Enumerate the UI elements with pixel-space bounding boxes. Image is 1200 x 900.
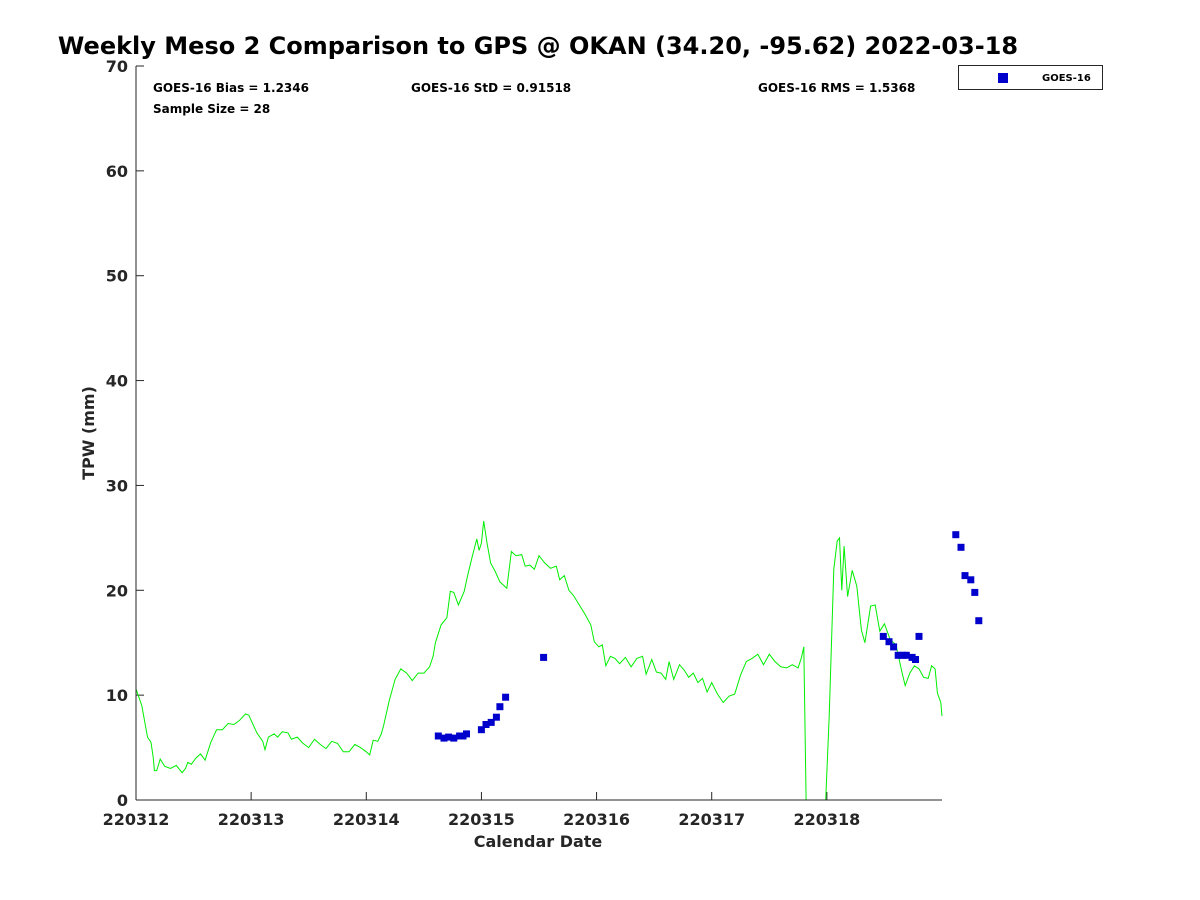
chart-title: Weekly Meso 2 Comparison to GPS @ OKAN (… <box>58 32 1018 60</box>
goes16-point <box>967 576 975 584</box>
x-tick-label: 220314 <box>333 810 400 829</box>
goes16-point <box>885 638 893 646</box>
goes16-point <box>492 713 500 721</box>
y-tick-label: 30 <box>106 476 128 495</box>
goes16-point <box>482 721 490 728</box>
bias-stat: GOES-16 Bias = 1.2346 <box>153 81 309 95</box>
y-tick-label: 40 <box>106 372 128 391</box>
x-tick-label: 220315 <box>448 810 515 829</box>
legend: GOES-16 <box>958 65 1103 90</box>
y-tick-label: 0 <box>117 791 128 810</box>
y-tick-label: 20 <box>106 581 128 600</box>
gps-tpw-line <box>135 521 943 801</box>
rms-stat: GOES-16 RMS = 1.5368 <box>758 81 915 95</box>
goes16-point <box>477 726 485 734</box>
y-tick-label: 60 <box>106 162 128 181</box>
y-tick-label: 10 <box>106 686 128 705</box>
goes16-point <box>434 732 442 740</box>
goes16-point <box>487 718 495 726</box>
legend-entry-goes16: GOES-16 <box>1042 73 1091 84</box>
x-tick-label: 220318 <box>793 810 860 829</box>
y-axis-label: TPW (mm) <box>79 386 98 480</box>
goes16-point <box>450 734 458 742</box>
x-axis-label: Calendar Date <box>474 832 603 851</box>
y-tick-label: 70 <box>106 57 128 76</box>
goes16-point <box>957 543 965 551</box>
goes16-point <box>440 734 448 742</box>
sample-size-stat: Sample Size = 28 <box>153 102 270 116</box>
std-stat: GOES-16 StD = 0.91518 <box>411 81 571 95</box>
goes16-point <box>496 703 504 711</box>
goes16-point <box>975 617 983 625</box>
goes16-point <box>894 651 902 659</box>
gps-line-series <box>135 521 943 801</box>
goes16-point <box>915 632 923 640</box>
goes16-point-series <box>434 531 983 742</box>
goes16-point <box>502 693 510 701</box>
goes16-point <box>879 632 887 640</box>
goes16-point <box>952 531 960 539</box>
y-axis: 0 10 20 30 40 50 60 70 <box>106 57 144 810</box>
x-axis: 220312 220313 220314 220315 220316 220317 2203… <box>103 792 860 829</box>
x-tick-label: 220313 <box>218 810 285 829</box>
plot-area <box>136 66 942 800</box>
goes16-point <box>890 643 898 651</box>
x-tick-label: 220316 <box>563 810 630 829</box>
goes16-point <box>902 651 910 659</box>
y-tick-label: 50 <box>106 267 128 286</box>
legend-marker <box>998 73 1008 83</box>
legend-box <box>958 65 1103 90</box>
goes16-point <box>540 653 548 661</box>
goes16-point <box>912 656 919 663</box>
x-tick-label: 220312 <box>103 810 170 829</box>
goes16-point <box>445 733 453 741</box>
x-tick-label: 220317 <box>678 810 745 829</box>
goes16-point <box>971 588 979 596</box>
goes16-point <box>961 572 969 580</box>
goes16-point <box>463 730 470 738</box>
